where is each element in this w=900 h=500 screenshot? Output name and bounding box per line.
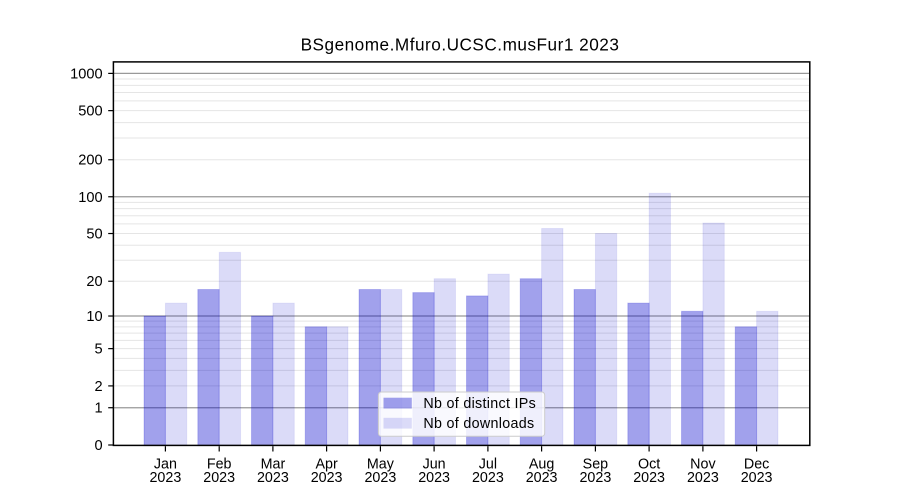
svg-text:2023: 2023 <box>418 470 450 486</box>
svg-text:2023: 2023 <box>579 470 611 486</box>
svg-text:50: 50 <box>86 227 102 243</box>
svg-text:Aug: Aug <box>529 456 554 472</box>
svg-text:BSgenome.Mfuro.UCSC.musFur1 20: BSgenome.Mfuro.UCSC.musFur1 2023 <box>301 35 620 55</box>
svg-text:Oct: Oct <box>638 456 660 472</box>
svg-text:Nb of distinct IPs: Nb of distinct IPs <box>423 396 536 412</box>
svg-text:5: 5 <box>94 342 102 358</box>
svg-text:100: 100 <box>78 190 102 206</box>
svg-text:2023: 2023 <box>687 470 719 486</box>
svg-text:200: 200 <box>78 153 102 169</box>
svg-text:2: 2 <box>94 379 102 395</box>
svg-text:10: 10 <box>86 309 102 325</box>
svg-text:Jul: Jul <box>479 456 497 472</box>
svg-text:Feb: Feb <box>207 456 232 472</box>
svg-text:500: 500 <box>78 104 102 120</box>
svg-text:2023: 2023 <box>149 470 181 486</box>
svg-text:2023: 2023 <box>257 470 289 486</box>
svg-text:Nov: Nov <box>690 456 716 472</box>
svg-text:Apr: Apr <box>315 456 337 472</box>
svg-text:2023: 2023 <box>472 470 504 486</box>
svg-text:Jun: Jun <box>423 456 446 472</box>
svg-text:2023: 2023 <box>633 470 665 486</box>
svg-text:1: 1 <box>94 401 102 417</box>
svg-text:Jan: Jan <box>154 456 177 472</box>
svg-text:Mar: Mar <box>261 456 286 472</box>
svg-text:2023: 2023 <box>741 470 773 486</box>
svg-text:2023: 2023 <box>526 470 558 486</box>
svg-text:2023: 2023 <box>203 470 235 486</box>
svg-text:Dec: Dec <box>744 456 769 472</box>
svg-text:2023: 2023 <box>364 470 396 486</box>
svg-text:Nb of downloads: Nb of downloads <box>423 416 534 432</box>
svg-text:May: May <box>367 456 395 472</box>
svg-text:1000: 1000 <box>70 66 102 82</box>
svg-text:0: 0 <box>94 438 102 454</box>
svg-text:Sep: Sep <box>583 456 608 472</box>
svg-text:20: 20 <box>86 274 102 290</box>
svg-text:2023: 2023 <box>311 470 343 486</box>
